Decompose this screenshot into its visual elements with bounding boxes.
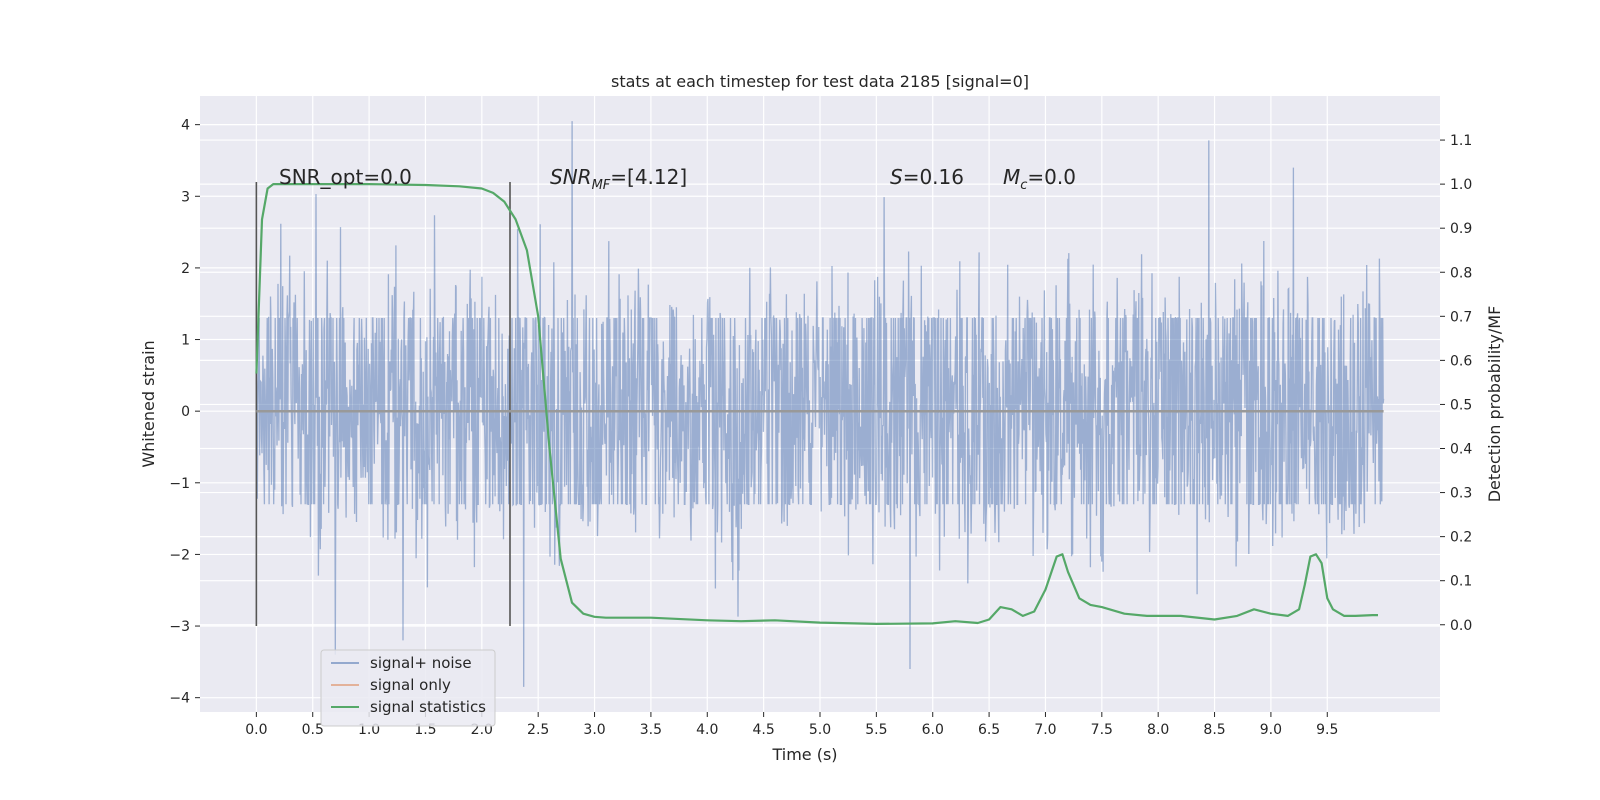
y-tick-label-right: 0.3 [1450, 486, 1472, 502]
annotation-snr-mf-sub: MF [592, 178, 611, 193]
x-tick-label: 7.0 [1034, 722, 1056, 738]
annotation-snr-mf-value: =[4.12] [610, 165, 687, 189]
annotation-mc-var: M [1003, 165, 1020, 189]
x-tick-label: 9.0 [1260, 722, 1282, 738]
legend-label-signal-statistics: signal statistics [370, 698, 486, 716]
y-tick-label-left: 3 [181, 189, 190, 205]
x-tick-label: 3.0 [583, 722, 605, 738]
annotation-mc-sub: c [1020, 178, 1027, 193]
annotation-s-value: =0.16 [903, 165, 964, 189]
x-tick-label: 4.5 [753, 722, 775, 738]
x-axis-label: Time (s) [771, 745, 837, 764]
y-tick-label-right: 0.2 [1450, 530, 1472, 546]
legend: signal+ noise signal only signal statist… [320, 649, 496, 727]
y-tick-label-right: 0.9 [1450, 221, 1472, 237]
axes: 0.0 0.5 1.0 1.5 2.0 2.5 3.0 3.5 4.0 4.5 5.0 5.5 6.0 6… [169, 118, 1472, 738]
x-tick-label: 6.0 [922, 722, 944, 738]
x-tick-label: 5.5 [865, 722, 887, 738]
x-tick-label: 5.0 [809, 722, 831, 738]
y-tick-label-left: 1 [181, 333, 190, 349]
y-tick-label-right: 0.4 [1450, 442, 1472, 458]
y-tick-label-left: 0 [181, 404, 190, 420]
x-tick-label: 7.5 [1091, 722, 1113, 738]
y-tick-label-left: −2 [169, 547, 190, 563]
y-tick-label-right: 0.0 [1450, 618, 1472, 634]
chart-title: stats at each timestep for test data 218… [611, 72, 1029, 91]
annotation-mc-value: =0.0 [1027, 165, 1076, 189]
y-tick-label-left: −3 [169, 619, 190, 635]
annotation-snr-mf-base: SNR [550, 165, 592, 189]
annotation-snr-opt: SNR_opt=0.0 [279, 165, 412, 189]
y-tick-label-right: 0.6 [1450, 353, 1472, 369]
x-tick-label: 8.5 [1203, 722, 1225, 738]
legend-box [320, 649, 496, 727]
annotation-s: S=0.16 [890, 165, 964, 189]
legend-label-signal-noise: signal+ noise [370, 654, 472, 672]
x-tick-label: 9.5 [1316, 722, 1338, 738]
y-tick-label-right: 0.8 [1450, 265, 1472, 281]
y-tick-label-right: 0.5 [1450, 397, 1472, 413]
y-tick-label-left: 4 [181, 118, 190, 134]
series-signal-statistics [255, 183, 1378, 625]
x-tick-label: 2.5 [527, 722, 549, 738]
y-tick-label-right: 1.1 [1450, 133, 1472, 149]
x-tick-label: 3.5 [640, 722, 662, 738]
y-tick-label-right: 0.1 [1450, 574, 1472, 590]
y-axis-label-right: Detection probability/MF [1485, 306, 1504, 503]
x-tick-label: 0.5 [302, 722, 324, 738]
legend-label-signal-only: signal only [370, 676, 451, 694]
y-tick-label-left: −4 [169, 691, 190, 707]
x-tick-label: 4.0 [696, 722, 718, 738]
y-axis-label-left: Whitened strain [139, 340, 158, 467]
x-tick-label: 0.0 [245, 722, 267, 738]
vertical-markers [255, 181, 511, 627]
x-tick-label: 6.5 [978, 722, 1000, 738]
y-tick-label-right: 0.7 [1450, 309, 1472, 325]
y-tick-label-left: −1 [169, 476, 190, 492]
y-tick-label-right: 1.0 [1450, 177, 1472, 193]
x-tick-label: 8.0 [1147, 722, 1169, 738]
signal-statistics-line [255, 183, 1378, 625]
annotation-s-var: S [890, 165, 903, 189]
y-tick-label-left: 2 [181, 261, 190, 277]
annotation-snr-mf: SNRMF=[4.12] [550, 165, 687, 193]
annotation-mc: Mc=0.0 [1003, 165, 1076, 193]
